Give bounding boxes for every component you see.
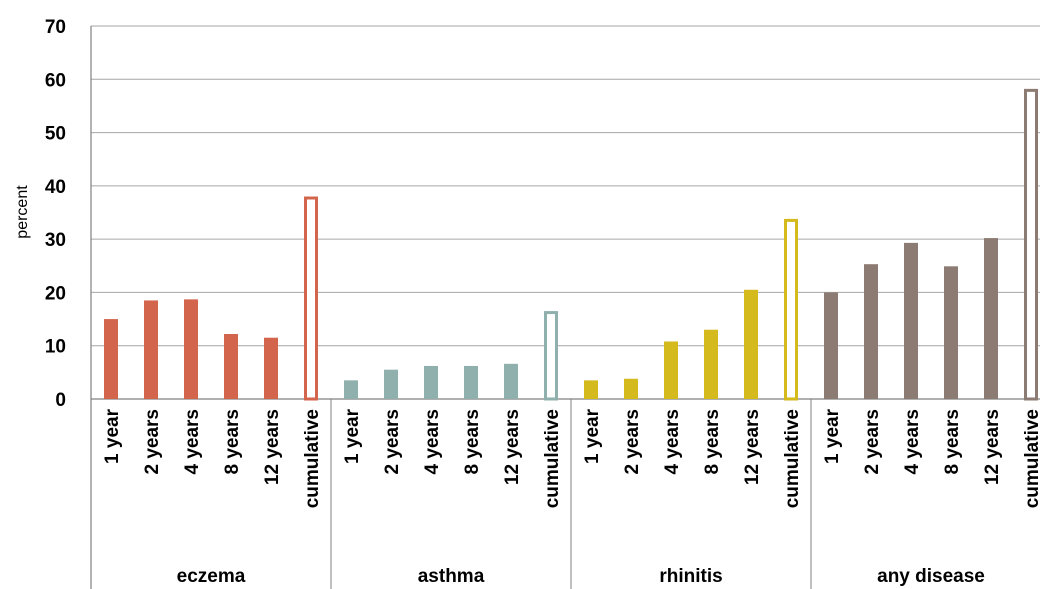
bar-any-disease-8-years — [944, 266, 958, 399]
bar-rhinitis-2-years — [624, 378, 638, 399]
x-category-label: 1 year — [582, 408, 603, 464]
x-category-label: 8 years — [222, 409, 243, 475]
bar-eczema-2-years — [144, 300, 158, 399]
bar-any-disease-12-years — [984, 238, 998, 399]
bar-any-disease-4-years — [904, 242, 918, 399]
x-category-label: 12 years — [742, 409, 763, 485]
x-category-label: cumulative — [302, 409, 323, 508]
y-tick-label: 50 — [45, 124, 66, 145]
bar-any-disease-cumulative — [1024, 88, 1038, 401]
x-category-label: 8 years — [942, 409, 963, 475]
y-tick-label: 20 — [45, 283, 66, 304]
x-category-label: 8 years — [462, 409, 483, 475]
y-axis-label: percent — [14, 185, 31, 239]
bar-asthma-1-year — [344, 380, 358, 399]
x-category-label: 1 year — [102, 408, 123, 464]
bar-asthma-cumulative — [544, 311, 558, 401]
y-tick-label: 0 — [55, 390, 66, 411]
x-category-label: 12 years — [982, 409, 1003, 485]
y-tick-label: 70 — [45, 17, 66, 38]
bar-asthma-8-years — [464, 365, 478, 399]
group-label-any-disease: any disease — [877, 566, 985, 587]
group-label-eczema: eczema — [177, 566, 246, 587]
bar-rhinitis-cumulative — [784, 218, 798, 401]
x-category-label: 2 years — [622, 409, 643, 475]
bar-asthma-12-years — [504, 363, 518, 399]
bar-eczema-1-year — [104, 319, 118, 399]
x-category-label: 1 year — [822, 408, 843, 464]
bars — [104, 88, 1038, 401]
x-category-label: 4 years — [902, 409, 923, 475]
x-category-label: cumulative — [782, 409, 803, 508]
x-category-label: 12 years — [262, 409, 283, 485]
bar-rhinitis-4-years — [664, 341, 678, 399]
x-category-label: 2 years — [862, 409, 883, 475]
x-category-label: 4 years — [422, 409, 443, 475]
group-label-rhinitis: rhinitis — [659, 566, 722, 587]
group-label-asthma: asthma — [418, 566, 485, 587]
y-axis-ticks: 0 10 20 30 40 50 60 70 — [45, 17, 66, 411]
x-category-label: cumulative — [542, 409, 563, 508]
bar-any-disease-1-year — [824, 292, 838, 399]
y-tick-label: 40 — [45, 177, 66, 198]
bar-any-disease-2-years — [864, 264, 878, 399]
x-category-label: 12 years — [502, 409, 523, 485]
x-category-label: 8 years — [702, 409, 723, 475]
bar-eczema-cumulative — [304, 196, 318, 401]
x-category-label: 2 years — [142, 409, 163, 475]
y-tick-label: 10 — [45, 337, 66, 358]
bar-rhinitis-12-years — [744, 289, 758, 399]
x-category-label: cumulative — [1022, 409, 1040, 508]
bar-eczema-12-years — [264, 337, 278, 399]
x-category-label: 4 years — [662, 409, 683, 475]
bar-asthma-2-years — [384, 369, 398, 399]
x-category-label: 1 year — [342, 408, 363, 464]
x-axis-categories: 1 year 2 years 4 years 8 years 12 years cumul… — [102, 408, 1040, 508]
bar-eczema-4-years — [184, 299, 198, 399]
group-labels: eczema asthma rhinitis any disease — [177, 566, 985, 587]
y-tick-label: 60 — [45, 70, 66, 91]
bar-rhinitis-1-year — [584, 380, 598, 399]
x-category-label: 2 years — [382, 409, 403, 475]
bar-rhinitis-8-years — [704, 329, 718, 399]
bar-eczema-8-years — [224, 333, 238, 399]
y-tick-label: 30 — [45, 230, 66, 251]
bar-asthma-4-years — [424, 365, 438, 399]
axes — [90, 26, 1040, 589]
gridlines — [91, 25, 1040, 347]
x-category-label: 4 years — [182, 409, 203, 475]
